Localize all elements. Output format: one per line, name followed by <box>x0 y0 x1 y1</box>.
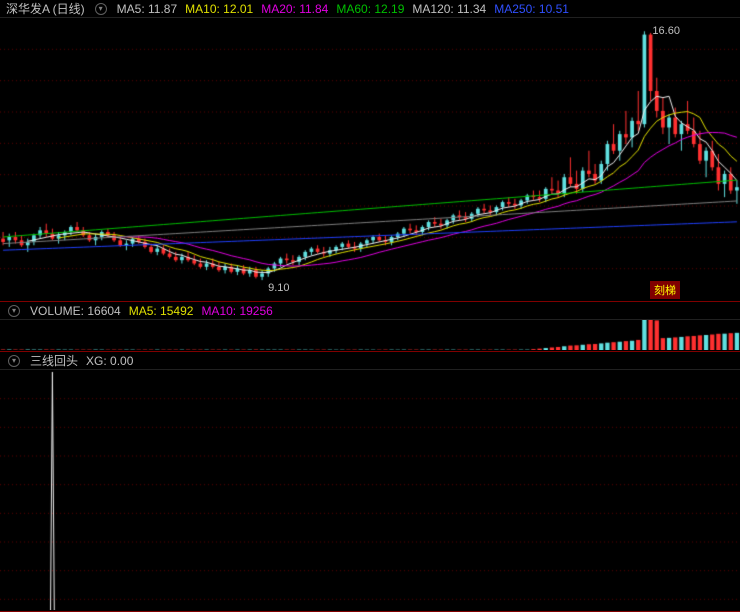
expand-icon[interactable]: ▾ <box>8 355 20 367</box>
low-price-label: 9.10 <box>268 282 289 294</box>
ma10-label: MA10: 12.01 <box>185 2 253 16</box>
stock-title: 深华发A (日线) <box>6 0 85 17</box>
indicator-value: XG: 0.00 <box>86 354 133 368</box>
indicator-chart[interactable] <box>0 370 740 610</box>
expand-icon[interactable]: ▾ <box>8 305 20 317</box>
ma20-label: MA20: 11.84 <box>261 2 328 16</box>
indicator-panel: ▾ 三线回头 XG: 0.00 <box>0 352 740 612</box>
corner-badge: 刻梯 <box>650 281 680 299</box>
volume-panel: ▾ VOLUME: 16604 MA5: 15492 MA10: 19256 <box>0 302 740 352</box>
volume-chart[interactable] <box>0 320 740 350</box>
ma250-label: MA250: 10.51 <box>494 2 569 16</box>
price-panel: 深华发A (日线) ▾ MA5: 11.87 MA10: 12.01 MA20:… <box>0 0 740 302</box>
vma5-label: MA5: 15492 <box>129 304 194 318</box>
expand-icon[interactable]: ▾ <box>95 3 107 15</box>
price-chart[interactable] <box>0 18 740 300</box>
vma10-label: MA10: 19256 <box>201 304 272 318</box>
indicator-name: 三线回头 <box>30 352 78 369</box>
ma60-label: MA60: 12.19 <box>336 2 404 16</box>
ma120-label: MA120: 11.34 <box>412 2 486 16</box>
price-panel-header: 深华发A (日线) ▾ MA5: 11.87 MA10: 12.01 MA20:… <box>0 0 740 18</box>
indicator-panel-header: ▾ 三线回头 XG: 0.00 <box>0 352 740 370</box>
volume-label: VOLUME: 16604 <box>30 304 121 318</box>
high-price-label: 16.60 <box>652 25 680 37</box>
volume-panel-header: ▾ VOLUME: 16604 MA5: 15492 MA10: 19256 <box>0 302 740 320</box>
ma5-label: MA5: 11.87 <box>117 2 177 16</box>
